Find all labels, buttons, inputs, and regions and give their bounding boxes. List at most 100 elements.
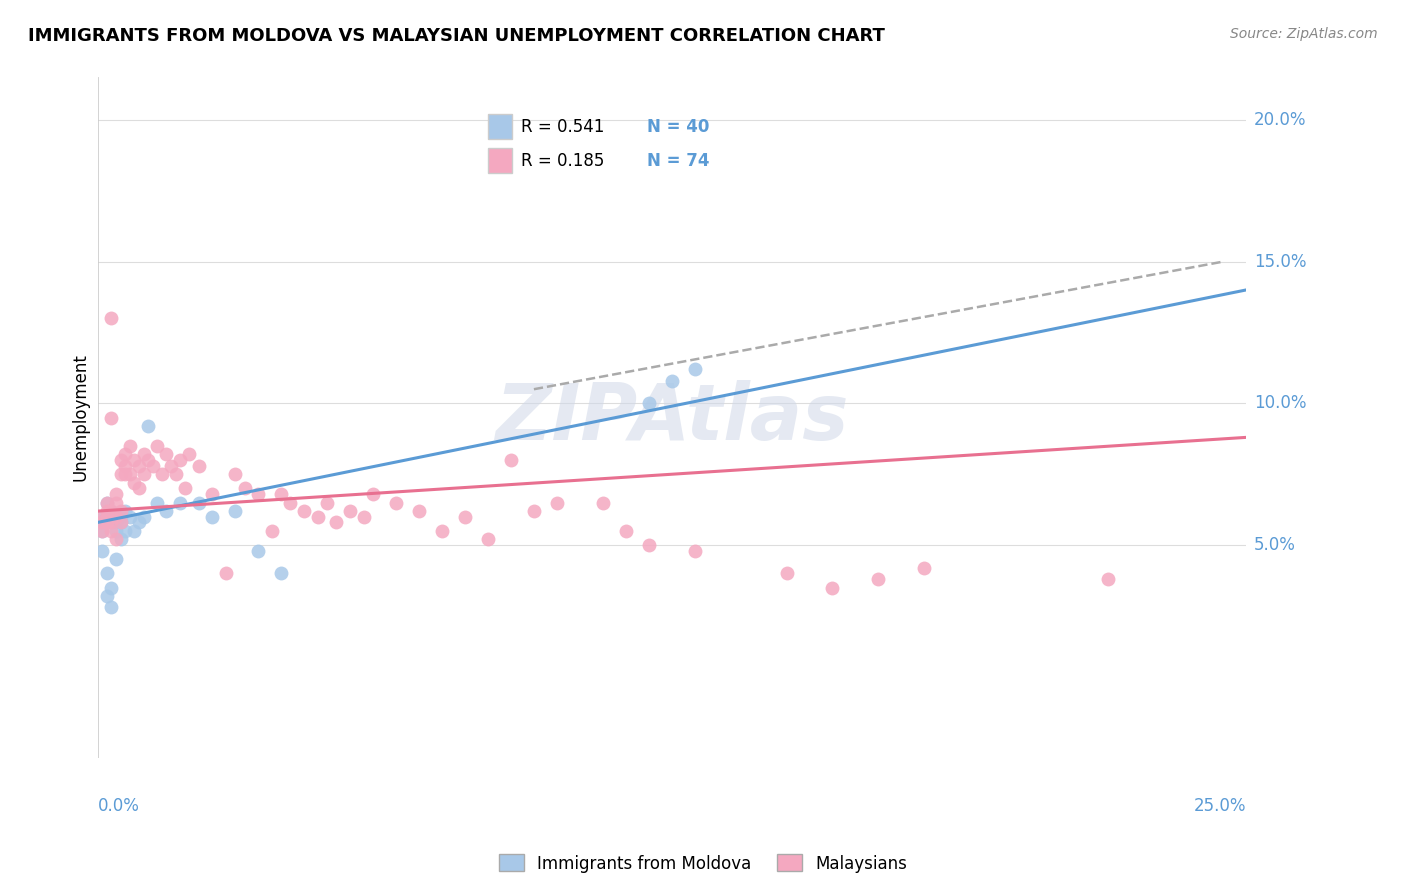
Point [155, 504, 177, 518]
Text: 5.0%: 5.0% [1254, 536, 1296, 554]
Point [142, 458, 165, 473]
Point [100, 311, 122, 326]
Legend: Immigrants from Moldova, Malaysians: Immigrants from Moldova, Malaysians [492, 847, 914, 880]
Point [96, 509, 118, 524]
Point [91, 509, 114, 524]
Point [96, 516, 118, 530]
Point [96, 589, 118, 603]
Point [224, 467, 246, 482]
Point [307, 509, 329, 524]
Point [128, 458, 150, 473]
Point [215, 566, 238, 581]
Point [114, 458, 136, 473]
Point [339, 504, 361, 518]
Point [775, 566, 797, 581]
Point [104, 495, 127, 509]
Point [96, 516, 118, 530]
Point [100, 504, 122, 518]
Point [179, 447, 201, 461]
Point [110, 467, 132, 482]
Point [155, 447, 177, 461]
Point [292, 504, 315, 518]
Point [353, 509, 375, 524]
Text: 25.0%: 25.0% [1194, 797, 1246, 814]
Point [1097, 572, 1119, 586]
Point [325, 516, 347, 530]
Point [96, 495, 118, 509]
Point [201, 509, 224, 524]
Point [169, 495, 191, 509]
Point [110, 533, 132, 547]
Point [132, 509, 155, 524]
Point [100, 524, 122, 538]
Point [201, 487, 224, 501]
Point [224, 504, 246, 518]
Point [118, 467, 141, 482]
Point [100, 516, 122, 530]
Point [91, 509, 114, 524]
Point [96, 495, 118, 509]
Point [233, 482, 256, 496]
Point [128, 516, 150, 530]
Point [187, 458, 209, 473]
Point [100, 509, 122, 524]
Point [91, 516, 114, 530]
Point [385, 495, 408, 509]
Point [114, 524, 136, 538]
Point [499, 453, 522, 467]
Point [150, 467, 173, 482]
Text: Source: ZipAtlas.com: Source: ZipAtlas.com [1230, 27, 1378, 41]
Text: 15.0%: 15.0% [1254, 252, 1306, 270]
Text: 0.0%: 0.0% [97, 797, 139, 814]
Point [169, 453, 191, 467]
Point [110, 504, 132, 518]
Y-axis label: Unemployment: Unemployment [72, 353, 89, 482]
Point [118, 439, 141, 453]
Point [136, 453, 159, 467]
Point [91, 516, 114, 530]
Point [637, 538, 659, 552]
Point [104, 487, 127, 501]
Point [96, 516, 118, 530]
Point [110, 516, 132, 530]
Point [104, 509, 127, 524]
Point [592, 495, 614, 509]
Point [128, 482, 150, 496]
Point [146, 439, 169, 453]
Point [247, 487, 270, 501]
Point [96, 504, 118, 518]
Point [124, 524, 146, 538]
Point [361, 487, 384, 501]
Point [477, 533, 499, 547]
Text: ZIPAtlas: ZIPAtlas [495, 380, 848, 456]
Point [868, 572, 890, 586]
Point [104, 552, 127, 566]
Point [637, 396, 659, 410]
Point [100, 504, 122, 518]
Point [270, 487, 292, 501]
Point [110, 509, 132, 524]
Point [124, 475, 146, 490]
Point [136, 419, 159, 434]
Point [262, 524, 284, 538]
Point [280, 495, 302, 509]
Point [683, 543, 706, 558]
Point [91, 524, 114, 538]
Point [110, 516, 132, 530]
Point [454, 509, 477, 524]
Point [187, 495, 209, 509]
Point [96, 566, 118, 581]
Point [408, 504, 430, 518]
Point [91, 524, 114, 538]
Point [100, 600, 122, 615]
Point [614, 524, 637, 538]
Point [104, 516, 127, 530]
Point [100, 516, 122, 530]
Point [104, 509, 127, 524]
Point [104, 524, 127, 538]
Point [247, 543, 270, 558]
Point [114, 447, 136, 461]
Point [100, 581, 122, 595]
Point [104, 533, 127, 547]
Point [661, 374, 683, 388]
